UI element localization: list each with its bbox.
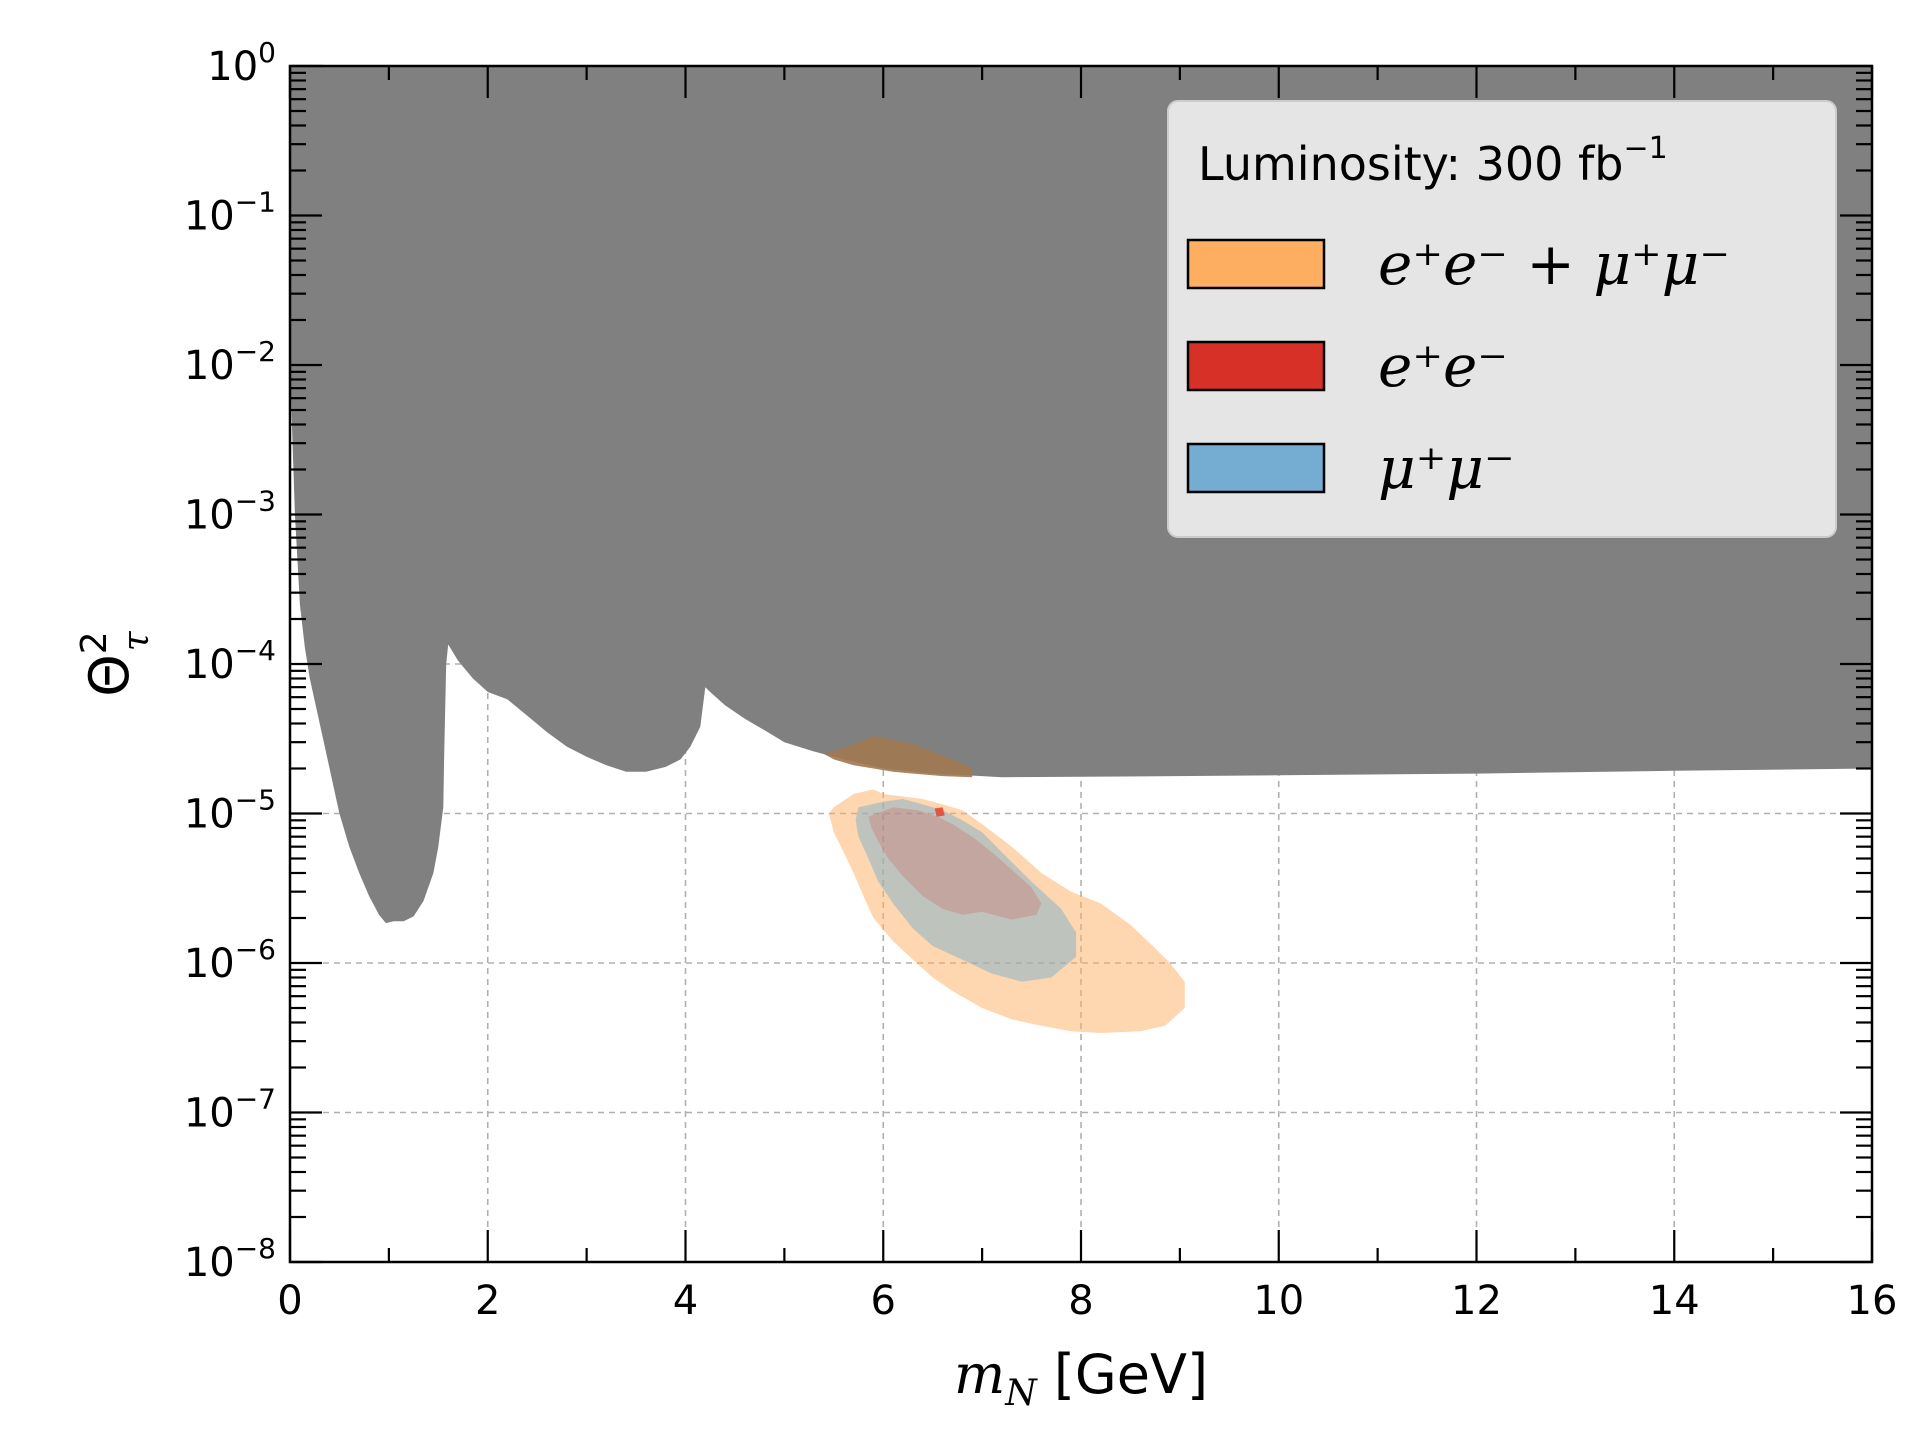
legend-swatch [1186, 238, 1326, 290]
x-tick-label: 16 [1847, 1278, 1898, 1324]
legend-label: μ⁺μ⁻ [1378, 434, 1515, 502]
x-axis-title: mN [GeV] [954, 1343, 1208, 1414]
legend-swatch [1186, 442, 1326, 494]
axis-ticks [288, 64, 1874, 1264]
legend-title: Luminosity: 300 fb−1 [1198, 131, 1668, 191]
x-tick-label: 0 [277, 1278, 302, 1324]
x-tick-label: 8 [1068, 1278, 1093, 1324]
legend: Luminosity: 300 fb−1 e⁺e⁻ + μ⁺μ⁻ e⁺e⁻ μ⁺μ⁻ [1167, 100, 1837, 538]
y-tick-label: 10−1 [184, 186, 276, 240]
y-tick-label: 10−5 [184, 784, 276, 838]
x-tick-label: 2 [475, 1278, 500, 1324]
x-tick-label: 12 [1451, 1278, 1502, 1324]
y-tick-label: 10−6 [184, 933, 276, 987]
x-tick-label: 6 [871, 1278, 896, 1324]
legend-box [1167, 100, 1837, 538]
x-tick-label: 14 [1649, 1278, 1700, 1324]
series-e-e-shaded-band-above-bound [823, 736, 973, 778]
y-tick-label: 10−3 [184, 485, 276, 539]
x-tick-label: 10 [1253, 1278, 1304, 1324]
y-tick-label: 100 [207, 36, 276, 90]
legend-swatch [1186, 340, 1326, 392]
legend-label: e⁺e⁻ [1378, 332, 1508, 400]
y-tick-label: 10−4 [184, 634, 276, 688]
x-tick-label: 4 [673, 1278, 698, 1324]
plot-frame [288, 64, 1874, 1264]
series-e-e [828, 789, 1185, 1033]
series-e-e-dot [934, 807, 945, 817]
y-tick-label: 10−2 [184, 335, 276, 389]
x-tick-labels: 0 2 4 6 8 10 12 14 16 [277, 1278, 1897, 1324]
legend-entries: e⁺e⁻ + μ⁺μ⁻ e⁺e⁻ μ⁺μ⁻ [1186, 230, 1730, 502]
y-tick-label: 10−7 [184, 1083, 276, 1137]
y-tick-label: 10−8 [184, 1232, 276, 1286]
series-e-e [868, 807, 1042, 920]
y-axis-title: Θ2τ [74, 630, 157, 696]
legend-label: e⁺e⁻ + μ⁺μ⁻ [1378, 230, 1730, 298]
series-series [855, 799, 1077, 982]
y-tick-labels: 100 10−1 10−2 10−3 10−4 10−5 10−6 10−7 10−8 [184, 36, 276, 1286]
